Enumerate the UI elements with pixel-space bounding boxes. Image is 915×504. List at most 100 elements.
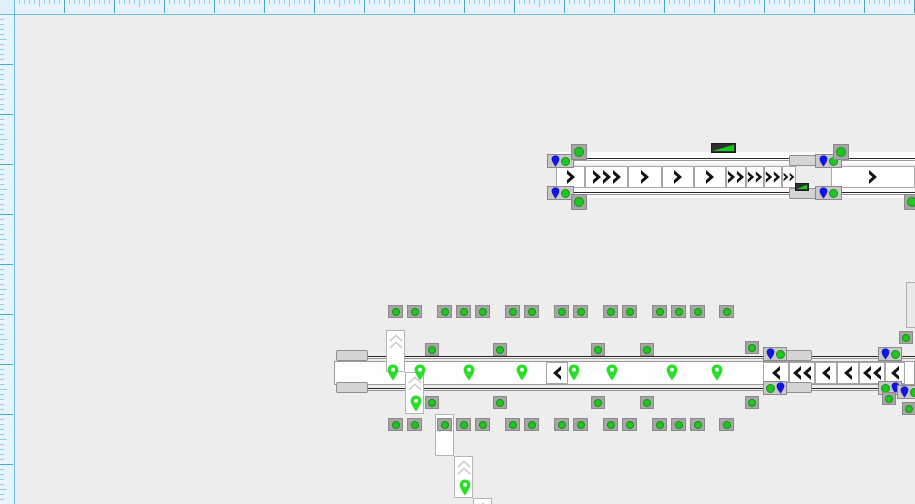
ruler-tick-minor <box>319 0 320 4</box>
node-box[interactable] <box>571 144 587 160</box>
design-canvas[interactable] <box>14 14 915 504</box>
inserter-box[interactable] <box>815 186 842 200</box>
node-box-corner[interactable] <box>902 402 915 415</box>
ruler-tick-minor <box>844 0 845 4</box>
inserter-box[interactable] <box>547 154 574 168</box>
node-box-mid[interactable] <box>591 343 605 356</box>
transport-belt-tile[interactable] <box>628 166 662 188</box>
node-box-corner[interactable] <box>899 331 913 344</box>
ruler-tick-minor <box>349 0 350 4</box>
node-box-bottom[interactable] <box>456 418 471 431</box>
node-box-bottom[interactable] <box>524 418 539 431</box>
node-box-bottom[interactable] <box>652 418 667 431</box>
ruler-tick-minor <box>0 139 7 140</box>
signal-wedge-icon[interactable] <box>711 143 736 153</box>
transport-belt-tile[interactable] <box>764 166 782 188</box>
node-box-bottom[interactable] <box>388 418 403 431</box>
node-box-top[interactable] <box>524 305 539 318</box>
node-box-top[interactable] <box>456 305 471 318</box>
horizontal-ruler[interactable] <box>0 0 915 15</box>
node-box-bottom[interactable] <box>475 418 490 431</box>
transport-belt-tile[interactable] <box>694 166 726 188</box>
node-box-bottom[interactable] <box>719 418 734 431</box>
node-box-top[interactable] <box>719 305 734 318</box>
transport-belt-tile[interactable] <box>662 166 694 188</box>
transport-belt-tile[interactable] <box>746 166 764 188</box>
transport-belt-tile[interactable] <box>859 362 885 384</box>
transport-belt-tile[interactable] <box>585 166 628 188</box>
node-box-top[interactable] <box>652 305 667 318</box>
node-box-mid[interactable] <box>745 396 759 409</box>
node-box[interactable] <box>904 194 915 210</box>
node-box-bottom[interactable] <box>573 418 588 431</box>
node-box-mid[interactable] <box>493 343 507 356</box>
inserter-box[interactable] <box>547 186 574 200</box>
node-box-bottom[interactable] <box>437 418 452 431</box>
node-box-bottom[interactable] <box>603 418 618 431</box>
chevron-left-icon <box>822 366 830 380</box>
node-box-mid[interactable] <box>745 341 759 354</box>
node-box-top[interactable] <box>573 305 588 318</box>
transport-belt-tile[interactable] <box>782 166 796 188</box>
assembler-cell-top[interactable] <box>405 372 424 414</box>
transport-belt-tile[interactable] <box>815 362 837 384</box>
inserter-box[interactable] <box>878 347 902 361</box>
ruler-tick-minor <box>0 119 4 120</box>
node-box-top[interactable] <box>407 305 422 318</box>
node-box-top[interactable] <box>554 305 569 318</box>
transport-belt-tile[interactable] <box>831 166 915 188</box>
ruler-tick-minor <box>474 0 475 4</box>
ruler-tick-major <box>164 0 165 13</box>
node-box-top[interactable] <box>603 305 618 318</box>
ruler-tick-minor <box>0 384 4 385</box>
node-box-corner[interactable] <box>882 392 896 405</box>
ruler-tick-minor <box>419 0 420 4</box>
node-box-bottom[interactable] <box>671 418 686 431</box>
node-box[interactable] <box>833 144 849 160</box>
node-box-bottom[interactable] <box>407 418 422 431</box>
inserter-box[interactable] <box>763 347 787 361</box>
ruler-tick-minor <box>394 0 395 4</box>
transport-belt-tile[interactable] <box>726 166 746 188</box>
transport-belt-tile[interactable] <box>556 166 585 188</box>
node-box-top[interactable] <box>671 305 686 318</box>
transport-belt-tile[interactable] <box>546 362 568 384</box>
underground-belt-stub[interactable] <box>336 382 368 393</box>
ruler-tick-minor <box>619 0 620 4</box>
node-box-top[interactable] <box>437 305 452 318</box>
node-box-top[interactable] <box>388 305 403 318</box>
vertical-ruler[interactable] <box>0 0 15 504</box>
assembler-cell-top[interactable] <box>454 456 473 498</box>
node-box-mid[interactable] <box>591 396 605 409</box>
ruler-tick-minor <box>179 0 180 4</box>
node-box-top[interactable] <box>505 305 520 318</box>
node-box-top[interactable] <box>690 305 705 318</box>
assembler-cell-top[interactable] <box>386 330 405 372</box>
node-box-mid[interactable] <box>493 396 507 409</box>
node-box-bottom[interactable] <box>690 418 705 431</box>
node-box-mid[interactable] <box>425 343 439 356</box>
ruler-tick-minor <box>259 0 260 4</box>
signal-wedge-icon[interactable] <box>795 183 809 191</box>
node-box-mid[interactable] <box>640 343 654 356</box>
underground-belt-stub[interactable] <box>336 350 368 361</box>
inserter-box[interactable] <box>763 381 787 395</box>
node-box-bottom[interactable] <box>554 418 569 431</box>
ruler-tick-minor <box>0 324 4 325</box>
node-box-bottom[interactable] <box>505 418 520 431</box>
node-box-top[interactable] <box>622 305 637 318</box>
node-box-mid[interactable] <box>640 396 654 409</box>
status-dot-green <box>643 345 651 354</box>
inserter-box[interactable] <box>897 385 915 399</box>
transport-belt-tile[interactable] <box>789 362 815 384</box>
ruler-tick-minor <box>794 0 795 4</box>
assembler-cell-top[interactable] <box>473 498 492 504</box>
node-box-top[interactable] <box>475 305 490 318</box>
transport-belt-tile[interactable] <box>837 362 859 384</box>
node-box-mid[interactable] <box>425 396 439 409</box>
node-box[interactable] <box>571 194 587 210</box>
side-plate[interactable] <box>906 282 915 328</box>
ruler-corner[interactable] <box>0 0 15 15</box>
belt-rail-line <box>336 358 915 359</box>
node-box-bottom[interactable] <box>622 418 637 431</box>
